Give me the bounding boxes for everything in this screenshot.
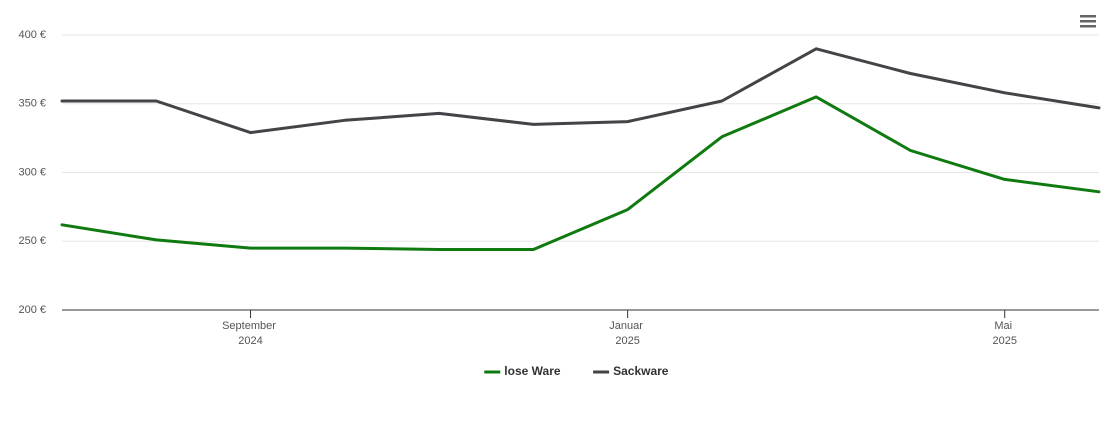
legend-label: lose Ware (504, 364, 561, 378)
x-tick-label: September 2024 (222, 320, 279, 347)
legend: lose Ware Sackware (484, 364, 669, 378)
y-tick-label: 400 € (18, 29, 46, 41)
y-tick-label: 350 € (18, 98, 46, 110)
legend-item[interactable]: lose Ware (484, 364, 561, 378)
y-tick-label: 250 € (18, 235, 46, 247)
menu-bar (1080, 15, 1096, 18)
menu-bar (1080, 25, 1096, 28)
legend-label: Sackware (613, 364, 669, 378)
series-line (60, 47, 1101, 135)
y-tick-label: 300 € (18, 166, 46, 178)
menu-button[interactable] (1080, 15, 1096, 28)
y-tick-label: 200 € (18, 304, 46, 316)
series-line (60, 95, 1101, 251)
menu-bar (1080, 20, 1096, 23)
x-tick-label: Mai 2025 (992, 320, 1016, 347)
x-tick-label: Januar 2025 (609, 320, 646, 347)
legend-item[interactable]: Sackware (593, 364, 669, 378)
